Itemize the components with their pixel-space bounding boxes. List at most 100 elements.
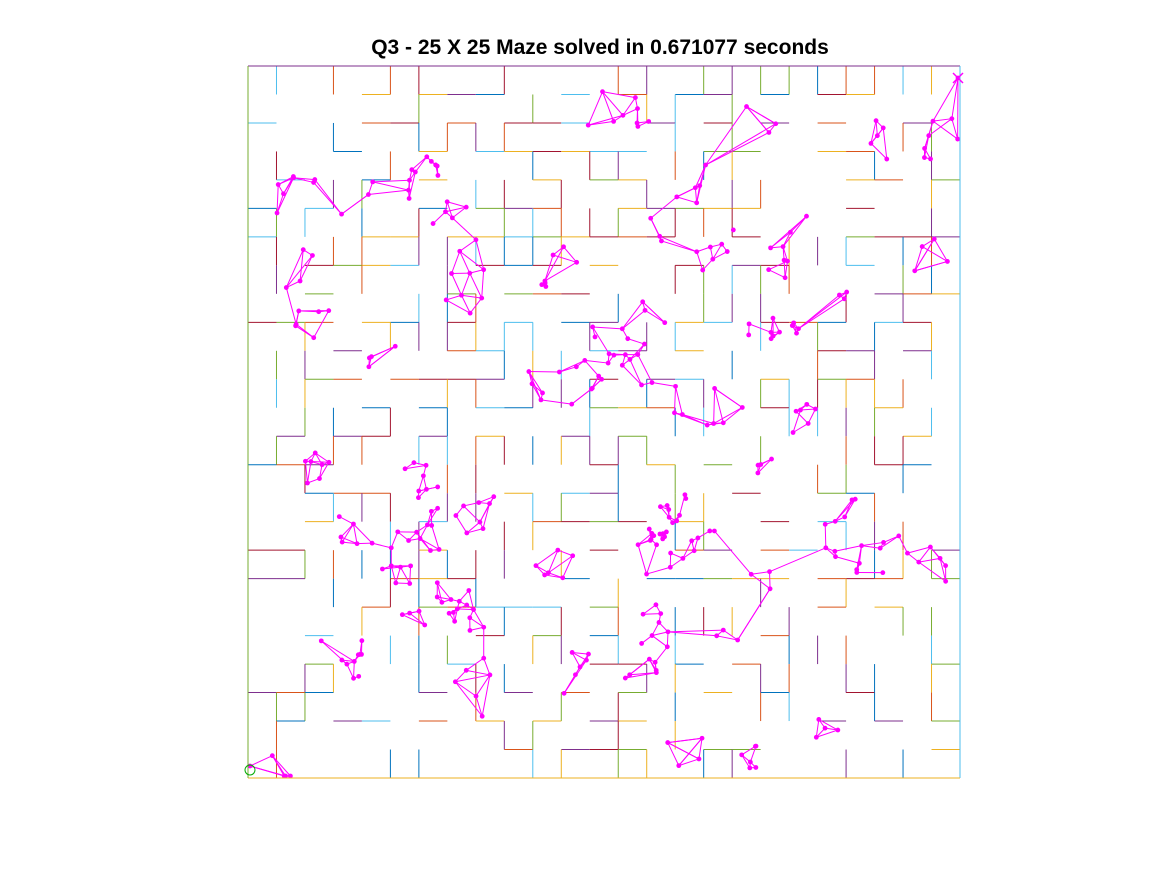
roadmap-edge [571, 652, 587, 661]
roadmap-node [649, 380, 655, 385]
roadmap-node [434, 580, 440, 586]
roadmap-node [550, 252, 556, 258]
roadmap-node [780, 244, 786, 250]
roadmap-edge [400, 566, 411, 584]
roadmap-edge [463, 502, 479, 507]
roadmap-node [668, 550, 674, 556]
roadmap-node [642, 341, 647, 347]
roadmap-edge [651, 622, 660, 636]
roadmap-node [600, 89, 605, 95]
roadmap-edge [304, 461, 308, 484]
roadmap-node [560, 575, 566, 581]
roadmap-node [699, 735, 705, 741]
roadmap-edge [678, 758, 700, 767]
roadmap-edge [696, 251, 704, 271]
roadmap-node [308, 459, 314, 464]
roadmap-node [930, 118, 936, 124]
roadmap-edge [629, 343, 645, 360]
roadmap-edge [482, 503, 491, 529]
roadmap-node [922, 155, 927, 160]
roadmap-edge [667, 629, 724, 633]
roadmap-node [859, 543, 864, 549]
roadmap-edge [748, 323, 772, 333]
roadmap-node [281, 191, 286, 197]
roadmap-node [868, 140, 874, 146]
roadmap-edge [454, 681, 483, 717]
roadmap-node [854, 567, 860, 573]
roadmap-edge [455, 674, 491, 683]
roadmap-edge [875, 120, 878, 136]
roadmap-edge [914, 238, 935, 272]
roadmap-edge [870, 143, 888, 160]
roadmap-edge [670, 557, 684, 568]
roadmap-node [813, 734, 819, 740]
roadmap-edge [667, 742, 700, 760]
roadmap-node [463, 204, 469, 210]
roadmap-node [454, 606, 460, 612]
roadmap-node [296, 308, 302, 314]
roadmap-edge [650, 196, 678, 219]
roadmap-node [856, 560, 862, 566]
roadmap-node [428, 508, 434, 514]
roadmap-edge [548, 555, 573, 574]
roadmap-node [436, 547, 442, 552]
roadmap-node [905, 550, 910, 556]
roadmap-node [640, 611, 646, 617]
roadmap-node [543, 284, 549, 289]
roadmap-edge [293, 177, 315, 181]
roadmap-node [816, 717, 822, 722]
roadmap-edge [602, 91, 615, 122]
roadmap-node [805, 421, 811, 426]
roadmap-edge [792, 409, 801, 433]
roadmap-node [464, 530, 470, 536]
start-goal-markers [244, 72, 964, 776]
roadmap-node [423, 462, 429, 468]
roadmap-edge [914, 246, 923, 271]
roadmap-edge [714, 388, 724, 423]
roadmap-edge [418, 611, 426, 626]
roadmap-node [804, 213, 809, 219]
roadmap-edge [271, 755, 285, 777]
roadmap-node [768, 329, 774, 335]
roadmap-node [481, 655, 487, 661]
roadmap-node [922, 146, 927, 151]
roadmap-node [318, 638, 324, 644]
roadmap-edge [408, 171, 416, 199]
roadmap-node [642, 307, 648, 313]
roadmap-node [366, 192, 371, 197]
roadmap-node [577, 664, 583, 670]
roadmap-node [746, 332, 752, 338]
roadmap-node [443, 297, 449, 303]
roadmap-node [714, 633, 720, 639]
roadmap-node [676, 763, 682, 769]
roadmap-edge [651, 631, 669, 637]
roadmap-edge [678, 737, 703, 766]
roadmap-edge [768, 269, 786, 279]
roadmap-node [461, 503, 466, 509]
roadmap-edge [432, 211, 446, 224]
roadmap-node [724, 249, 730, 254]
roadmap-edge [313, 310, 330, 338]
roadmap-edge [702, 258, 714, 271]
roadmap-node [916, 559, 922, 565]
roadmap-edge [475, 695, 483, 717]
roadmap-node [590, 324, 596, 330]
roadmap-node [326, 459, 332, 465]
roadmap-node [770, 315, 776, 321]
roadmap-node [370, 179, 376, 185]
roadmap-edge [622, 108, 638, 116]
roadmap-edge [642, 301, 666, 323]
roadmap-node [744, 104, 749, 109]
roadmap-node [657, 233, 663, 239]
roadmap-node [487, 501, 492, 506]
roadmap-edge [306, 461, 312, 484]
roadmap-node [747, 765, 753, 771]
roadmap-node [449, 215, 455, 221]
roadmap-node [351, 521, 356, 527]
roadmap-node [611, 352, 617, 358]
roadmap-edge [696, 246, 711, 253]
roadmap-node [555, 547, 561, 553]
roadmap-edge [929, 546, 947, 566]
roadmap-edge [835, 556, 860, 564]
start-marker-circle-icon [244, 764, 256, 776]
